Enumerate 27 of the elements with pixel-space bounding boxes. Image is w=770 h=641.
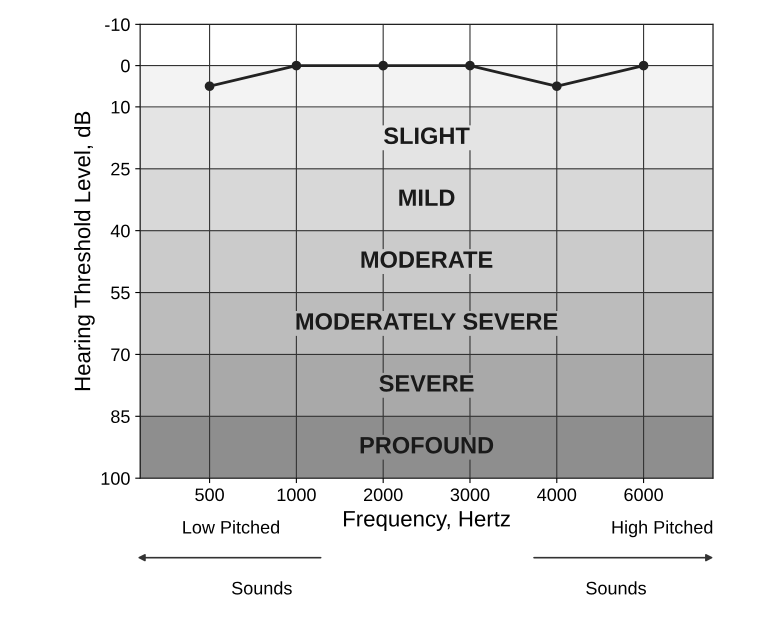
text: Sounds	[232, 581, 292, 595]
x-tick-label: 3000	[450, 488, 490, 502]
text: High Pitched	[612, 520, 712, 538]
band-label: MODERATE	[361, 251, 492, 268]
band-label: SEVERE	[379, 374, 474, 392]
x-tick-label: 500	[195, 488, 224, 502]
y-tick-label: 10	[112, 100, 130, 114]
text: Low Pitched	[183, 520, 280, 534]
x-tick-label: 6000	[624, 488, 663, 502]
y-tick-label: 40	[110, 224, 130, 238]
band-label: MILD	[399, 190, 454, 206]
y-tick-label: 100	[102, 472, 130, 485]
y-tick-label: -10	[105, 18, 130, 32]
band-label: PROFOUND	[360, 436, 494, 454]
text: Sounds	[586, 581, 646, 595]
band-label: MODERATELY SEVERE	[296, 313, 558, 330]
band-label: SLIGHT	[384, 127, 470, 144]
x-tick-label: 2000	[364, 488, 403, 502]
x-axis-title: Frequency, Hertz	[344, 511, 510, 532]
y-tick-label: 70	[111, 348, 130, 362]
y-tick-label: 85	[111, 410, 130, 424]
y-tick-label: 25	[111, 162, 130, 176]
y-tick-label: 55	[111, 286, 130, 300]
x-tick-label: 4000	[537, 488, 576, 502]
y-axis-title: Hearing Threshold Level, dB	[74, 112, 95, 390]
y-tick-label: 0	[121, 60, 130, 72]
x-tick-label: 1000	[278, 488, 316, 502]
